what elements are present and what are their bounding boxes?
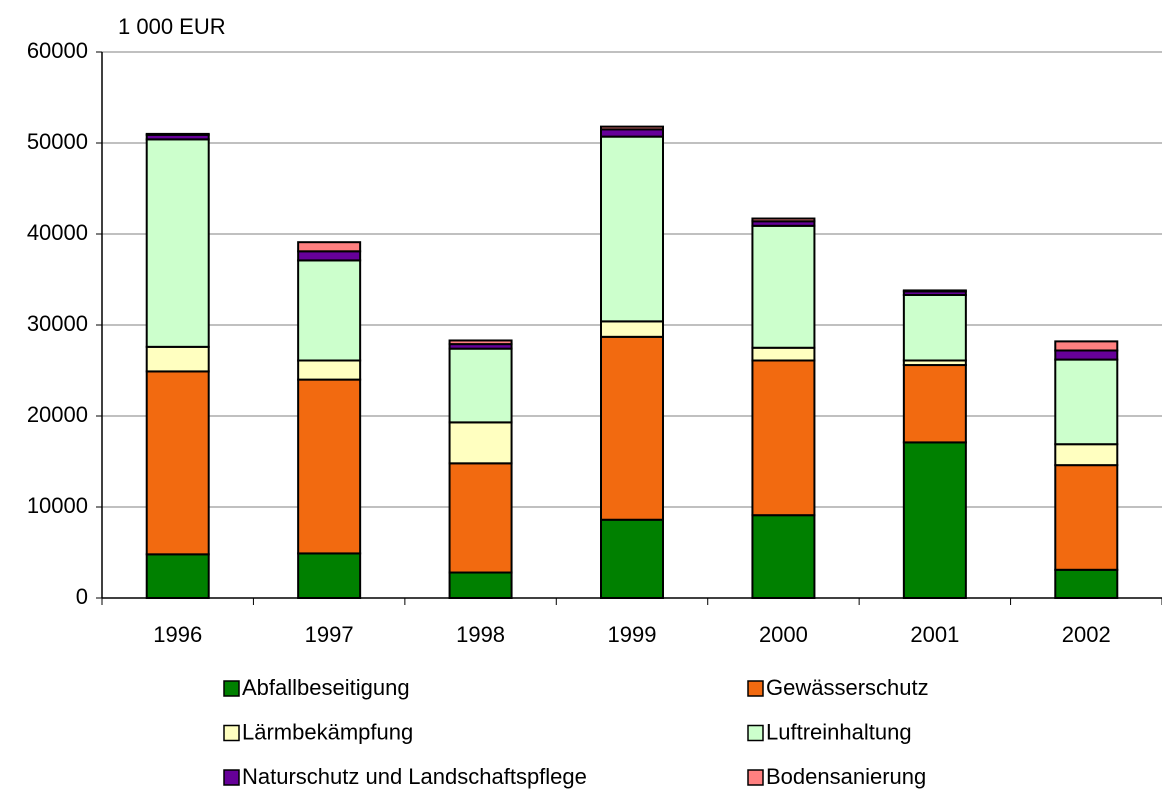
legend-swatch [223,769,240,786]
x-tick-label: 1998 [456,622,505,647]
bar-segment [902,293,967,362]
x-tick-label: 1999 [608,622,657,647]
legend-label: Bodensanierung [766,764,926,789]
bar-segment [600,128,664,138]
legend-label: Gewässerschutz [766,675,929,700]
bar-segment [145,138,210,348]
y-tick-label: 0 [76,584,88,609]
bar-segment [448,421,513,465]
bar-segment [297,552,362,599]
bar-segment [448,462,513,574]
bar-segment [600,320,664,338]
bar-segment [751,217,816,223]
y-tick-label: 60000 [27,38,88,63]
bar-segment [751,224,816,349]
bar-segment [448,339,513,346]
bar-segment [145,345,210,373]
legend-swatch [747,724,764,742]
legend-swatch [223,724,240,742]
bar-segment [448,347,513,424]
bar-segment [751,346,816,362]
legend-label: Abfallbeseitigung [242,675,410,700]
bar-segment [448,571,513,600]
x-tick-label: 1996 [153,622,202,647]
bar-segment [902,364,967,444]
bar-segment [1054,340,1119,352]
bar-segment [600,335,664,521]
legend-label: Naturschutz und Landschaftspflege [242,764,587,789]
y-tick-label: 30000 [27,311,88,336]
bar-segment [145,132,210,136]
bar-segment [902,289,967,293]
bar-segment [297,259,362,362]
bar-segment [297,378,362,555]
bar-segment [600,135,664,323]
bar-segment [1054,464,1119,571]
y-tick-label: 10000 [27,493,88,518]
legend-label: Luftreinhaltung [766,719,912,744]
bar-segment [1054,568,1119,599]
bar-segment [1054,443,1119,467]
bar-segment [297,241,362,253]
bar-segment [902,441,967,600]
y-tick-label: 50000 [27,129,88,154]
y-axis-unit: 1 000 EUR [118,14,226,39]
y-tick-label: 40000 [27,220,88,245]
bar-segment [297,359,362,381]
bar-segment [145,553,210,600]
bar-segment [145,370,210,556]
bar-segment [600,518,664,599]
bar-segment [751,514,816,599]
x-tick-label: 2001 [910,622,959,647]
legend-swatch [747,680,764,697]
bar-segment [600,125,664,131]
legend-swatch [223,680,240,697]
y-tick-label: 20000 [27,402,88,427]
x-tick-label: 2002 [1062,622,1111,647]
x-tick-label: 2000 [759,622,808,647]
x-tick-label: 1997 [305,622,354,647]
bar-segment [1054,358,1119,446]
bar-segment [297,250,362,262]
bar-segment [1054,349,1119,361]
bar-segment [751,359,816,517]
legend-swatch [747,769,764,786]
legend-label: Lärmbekämpfung [242,719,413,744]
